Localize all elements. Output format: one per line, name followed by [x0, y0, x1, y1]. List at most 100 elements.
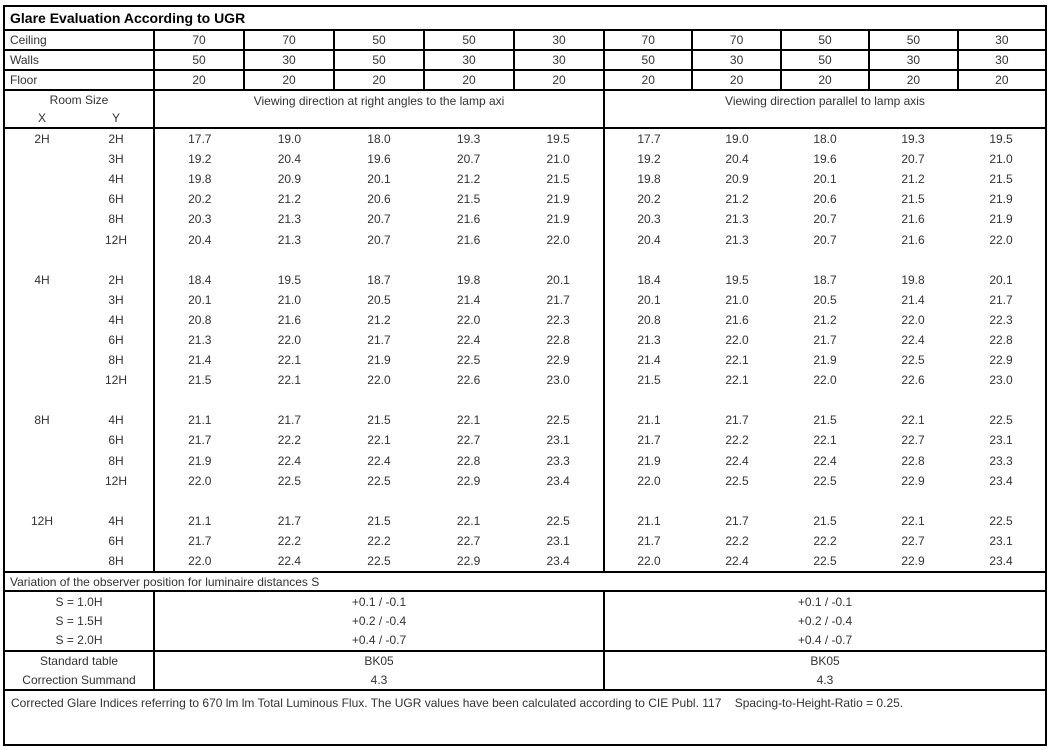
room-size-cells: 12H	[5, 229, 155, 250]
room-y: 4H	[108, 513, 124, 528]
surface-value: 20	[870, 71, 959, 89]
ugr-value: 21.7	[637, 433, 661, 448]
ugr-value: 22.2	[277, 433, 302, 448]
ugr-value: 20.1	[546, 272, 570, 287]
ugr-value: 18.7	[367, 272, 391, 287]
xy-line: X Y	[5, 109, 153, 127]
spacing-label: S = 1.5H	[5, 611, 155, 631]
ugr-value: 20.4	[277, 152, 302, 167]
spacing-label-row: S = 1.5H +0.2 / -0.4 +0.2 / -0.4	[5, 611, 1045, 631]
ugr-value: 21.3	[725, 232, 749, 247]
ugr-value: 22.4	[367, 453, 391, 468]
ugr-value: 22.0	[546, 232, 570, 247]
ugr-value: 21.9	[637, 453, 661, 468]
ugr-value: 21.3	[188, 332, 212, 347]
ugr-value: 21.7	[546, 292, 570, 307]
surface-value: 20	[782, 71, 871, 89]
ugr-value: 22.4	[277, 453, 302, 468]
room-x	[5, 390, 79, 410]
ugr-value: 21.0	[546, 152, 570, 167]
surface-section: Ceiling 70 70 50 50 30 70 70 50 50 30 Walls 50 30 50 30…	[5, 31, 1045, 91]
parallel-values	[605, 250, 1045, 270]
right-angle-direction-header: Viewing direction at right angles to the…	[155, 91, 605, 127]
ugr-value: 21.1	[637, 513, 661, 528]
surface-value: 20	[155, 71, 245, 89]
ugr-value: 22.9	[456, 473, 481, 488]
ugr-value: 19.5	[989, 132, 1013, 147]
ugr-value: 21.7	[725, 413, 749, 428]
ugr-row	[5, 390, 1045, 411]
ugr-value: 22.2	[725, 533, 749, 548]
ugr-value: 22.1	[901, 413, 925, 428]
ugr-value: 19.5	[546, 132, 570, 147]
ugr-value: 20.3	[637, 212, 661, 227]
ugr-value: 21.9	[989, 192, 1013, 207]
room-y: 12H	[104, 373, 127, 388]
ugr-value: 19.8	[901, 272, 925, 287]
ugr-row: 4H 19.8 20.9 20.1 21.2 21.5 19.8 20.9 20.1 21.2 21…	[5, 169, 1045, 190]
ugr-value: 22.8	[456, 453, 481, 468]
surface-values-left: 70 70 50 50 30	[155, 31, 605, 49]
ugr-value: 22.8	[989, 332, 1013, 347]
ugr-value: 20.6	[367, 192, 391, 207]
ugr-value	[957, 491, 1045, 511]
ugr-row: 6H 20.2 21.2 20.6 21.5 21.9 20.2 21.2 20.6 21.5 21…	[5, 189, 1045, 210]
ugr-value: 17.7	[637, 132, 661, 147]
parallel-values: 19.8 20.9 20.1 21.2 21.5	[605, 169, 1045, 189]
room-y: 8H	[108, 453, 124, 468]
surface-label: Walls	[5, 51, 155, 69]
surface-value: 50	[335, 51, 425, 69]
ugr-value: 21.9	[989, 212, 1013, 227]
variation-value-left: +0.4 / -0.7	[155, 630, 605, 650]
ugr-value: 22.4	[901, 332, 925, 347]
ugr-value: 20.1	[367, 172, 391, 187]
ugr-value: 22.5	[901, 353, 925, 368]
ugr-value: 21.7	[367, 332, 391, 347]
ugr-value: 22.1	[813, 433, 837, 448]
ugr-value	[869, 250, 957, 270]
ugr-value: 20.2	[637, 192, 661, 207]
surface-value: 20	[995, 73, 1009, 87]
room-x	[5, 330, 79, 350]
ugr-value: 21.3	[277, 212, 302, 227]
ugr-value: 22.9	[901, 473, 925, 488]
variation-value-left: +0.2 / -0.4	[155, 611, 605, 631]
ugr-value: 21.7	[725, 513, 749, 528]
room-size-cells: 8H	[5, 450, 155, 471]
ugr-value: 18.0	[367, 132, 391, 147]
ugr-value: 19.2	[188, 152, 212, 167]
ugr-value: 22.4	[725, 554, 749, 569]
surface-value: 20	[425, 71, 515, 89]
summary-label-row: Correction Summand 4.3 4.3	[5, 670, 1045, 689]
right-angle-values: 19.8 20.9 20.1 21.2 21.5	[155, 169, 605, 190]
surface-value: 50	[782, 51, 871, 69]
ugr-value: 22.3	[989, 312, 1013, 327]
ugr-value: 21.7	[813, 332, 837, 347]
ugr-value: 22.4	[277, 554, 302, 569]
ugr-value: 22.2	[367, 533, 391, 548]
ugr-value: 20.1	[989, 272, 1013, 287]
ugr-row: 12H 20.4 21.3 20.7 21.6 22.0 20.4 21.3 20.7 21.6 2…	[5, 229, 1045, 250]
ugr-value: 20.5	[813, 292, 837, 307]
ugr-value: 20.1	[188, 292, 212, 307]
ugr-value: 21.4	[901, 292, 925, 307]
room-size-cells: 6H	[5, 329, 155, 351]
ugr-value: 22.0	[456, 312, 481, 327]
room-x: 4H	[34, 272, 50, 287]
ugr-value: 22.1	[456, 513, 481, 528]
ugr-value: 19.3	[901, 132, 925, 147]
surface-values-left: 50 30 50 30 30	[155, 51, 605, 69]
ugr-value: 18.4	[188, 272, 212, 287]
surface-value: 50	[425, 31, 515, 49]
right-angle-values	[155, 490, 605, 511]
right-angle-values: 17.7 19.0 18.0 19.3 19.5	[155, 129, 605, 150]
room-y	[79, 491, 153, 511]
ugr-value: 20.5	[367, 292, 391, 307]
room-size-cells: 3H	[5, 149, 155, 170]
right-angle-values: 21.1 21.7 21.5 22.1 22.5	[155, 410, 605, 431]
ugr-value	[693, 250, 781, 270]
right-angle-values: 21.4 22.1 21.9 22.5 22.9	[155, 350, 605, 371]
surface-value: 30	[425, 51, 515, 69]
room-y	[79, 250, 153, 270]
variation-value-right: +0.1 / -0.1	[797, 594, 853, 609]
